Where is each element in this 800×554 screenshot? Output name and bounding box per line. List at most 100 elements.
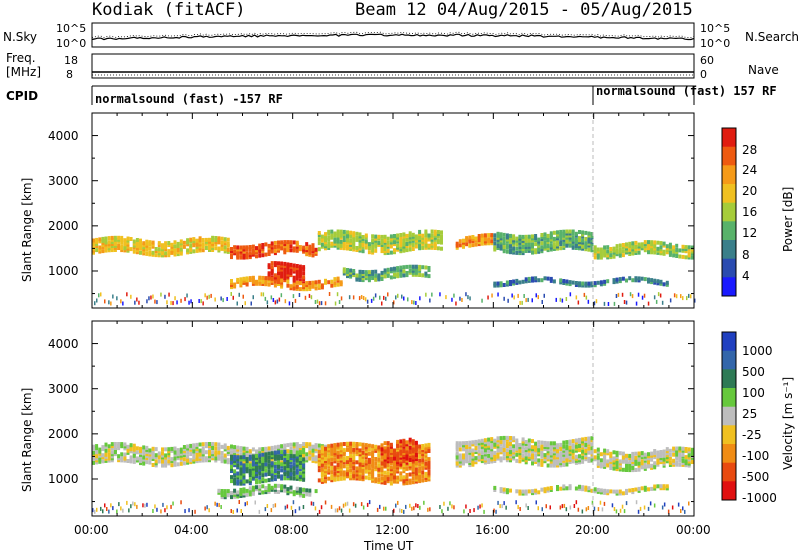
axis-ticks — [91, 112, 695, 516]
freq-label: Freq. — [6, 51, 36, 65]
power-cbar-swatch — [722, 184, 736, 204]
xtick-0000-end: 00:00 — [676, 523, 711, 537]
velocity-colorbar — [721, 331, 737, 501]
beam-date-title: Beam 12 04/Aug/2015 - 05/Aug/2015 — [355, 0, 693, 20]
noise-traces — [91, 31, 695, 41]
power-heatmap — [92, 229, 696, 306]
noise-sky-trace — [91, 33, 695, 41]
cpid-segment-2: normalsound (fast) 157 RF — [596, 84, 777, 98]
freq-panel-frame — [91, 53, 695, 79]
noise-sky-label: N.Sky — [3, 30, 38, 44]
power-cbar-tick-20: 20 — [742, 184, 758, 198]
velocity-cbar-swatch — [722, 406, 736, 426]
power-cbar-swatch — [722, 165, 736, 185]
power-cbar-swatch — [722, 202, 736, 222]
velocity-cbar-tick-25: 25 — [742, 407, 758, 421]
freq-left-tick-top: 18 — [64, 54, 78, 67]
velocity-ytick-4000: 4000 — [48, 337, 79, 351]
power-band-6 — [455, 233, 494, 250]
power-band-7 — [493, 229, 594, 256]
noise-left-tick-top: 10^5 — [56, 22, 87, 35]
power-band-5 — [342, 264, 431, 283]
power-band-3 — [230, 275, 343, 292]
velocity-ytick-1000: 1000 — [48, 472, 79, 486]
freq-traces — [92, 71, 694, 76]
velocity-cbar-tick-100: 100 — [742, 386, 765, 400]
velocity-cbar-label: Velocity [m s⁻¹] — [781, 376, 795, 470]
power-cbar-swatch — [722, 221, 736, 241]
xtick-0000: 00:00 — [74, 523, 109, 537]
freq-right-tick-bottom: 0 — [700, 68, 707, 81]
cpid-label: CPID — [6, 89, 39, 103]
power-band-4 — [317, 229, 443, 256]
velocity-cbar-swatch — [722, 388, 736, 408]
velocity-cbar-swatch — [722, 462, 736, 482]
power-ytick-1000: 1000 — [48, 264, 79, 278]
freq-right-tick-top: 60 — [700, 54, 714, 67]
noise-left-tick-bottom: 10^0 — [56, 37, 87, 50]
velocity-cbar-swatch — [722, 332, 736, 352]
xtick-1200: 12:00 — [375, 523, 410, 537]
nave-label: Nave — [748, 63, 779, 77]
velocity-cbar-tick-neg1000: -1000 — [742, 491, 777, 505]
velocity-band-6 — [593, 446, 694, 473]
power-band-9 — [493, 276, 669, 288]
power-ytick-3000: 3000 — [48, 174, 79, 188]
power-cbar-tick-12: 12 — [742, 226, 758, 240]
noise-panel-frame — [91, 22, 695, 48]
power-cbar-frame — [721, 127, 737, 297]
velocity-ylabel: Slant Range [km] — [20, 387, 34, 492]
power-ytick-2000: 2000 — [48, 219, 79, 233]
noise-right-tick-bottom: 10^0 — [700, 37, 731, 50]
velocity-ytick-2000: 2000 — [48, 427, 79, 441]
power-cbar-tick-8: 8 — [742, 248, 750, 262]
velocity-band-7 — [493, 484, 669, 496]
power-cbar-swatch — [722, 258, 736, 278]
freq-left-tick-bottom: 8 — [66, 68, 73, 81]
velocity-heatmap — [92, 435, 694, 514]
xtick-0800: 08:00 — [274, 523, 309, 537]
velocity-ytick-3000: 3000 — [48, 382, 79, 396]
power-ylabel: Slant Range [km] — [20, 177, 34, 282]
station-title: Kodiak (fitACF) — [92, 0, 246, 20]
velocity-cbar-swatch — [722, 369, 736, 389]
velocity-cbar-tick-1000: 1000 — [742, 344, 773, 358]
velocity-band-4 — [380, 437, 418, 468]
power-colorbar — [721, 127, 737, 297]
power-band-1 — [230, 240, 318, 260]
velocity-near-range-scatter — [92, 500, 690, 514]
xtick-0400: 04:00 — [174, 523, 209, 537]
power-cbar-tick-28: 28 — [742, 143, 758, 157]
power-cbar-tick-16: 16 — [742, 205, 758, 219]
velocity-cbar-swatch — [722, 425, 736, 445]
power-cbar-tick-24: 24 — [742, 163, 758, 177]
power-cbar-tick-4: 4 — [742, 269, 750, 283]
velocity-cbar-swatch — [722, 444, 736, 464]
velocity-cbar-tick-neg100: -100 — [742, 449, 770, 463]
power-ytick-4000: 4000 — [48, 129, 79, 143]
noise-search-label: N.Search — [745, 30, 800, 44]
xtick-1600: 16:00 — [475, 523, 510, 537]
velocity-band-5 — [455, 435, 594, 468]
power-band-0 — [92, 235, 230, 258]
velocity-cbar-swatch — [722, 350, 736, 370]
velocity-panel-bg — [92, 321, 694, 516]
cpid-segment-1: normalsound (fast) -157 RF — [95, 92, 283, 106]
velocity-cbar-swatch — [722, 481, 736, 501]
freq-unit-label: [MHz] — [6, 65, 42, 79]
noise-right-tick-top: 10^5 — [700, 22, 731, 35]
power-band-8 — [593, 240, 694, 260]
velocity-band-2 — [217, 483, 318, 500]
velocity-cbar-frame — [721, 331, 737, 501]
power-cbar-swatch — [722, 146, 736, 166]
velocity-cbar-tick-neg25: -25 — [742, 428, 762, 442]
power-near-range-scatter — [94, 292, 696, 306]
power-cbar-swatch — [722, 240, 736, 260]
power-cbar-label: Power [dB] — [781, 186, 795, 252]
velocity-cbar-tick-500: 500 — [742, 365, 765, 379]
xaxis-label: Time UT — [364, 539, 414, 553]
power-cbar-swatch — [722, 277, 736, 297]
power-cbar-swatch — [722, 128, 736, 148]
velocity-cbar-tick-neg500: -500 — [742, 470, 770, 484]
